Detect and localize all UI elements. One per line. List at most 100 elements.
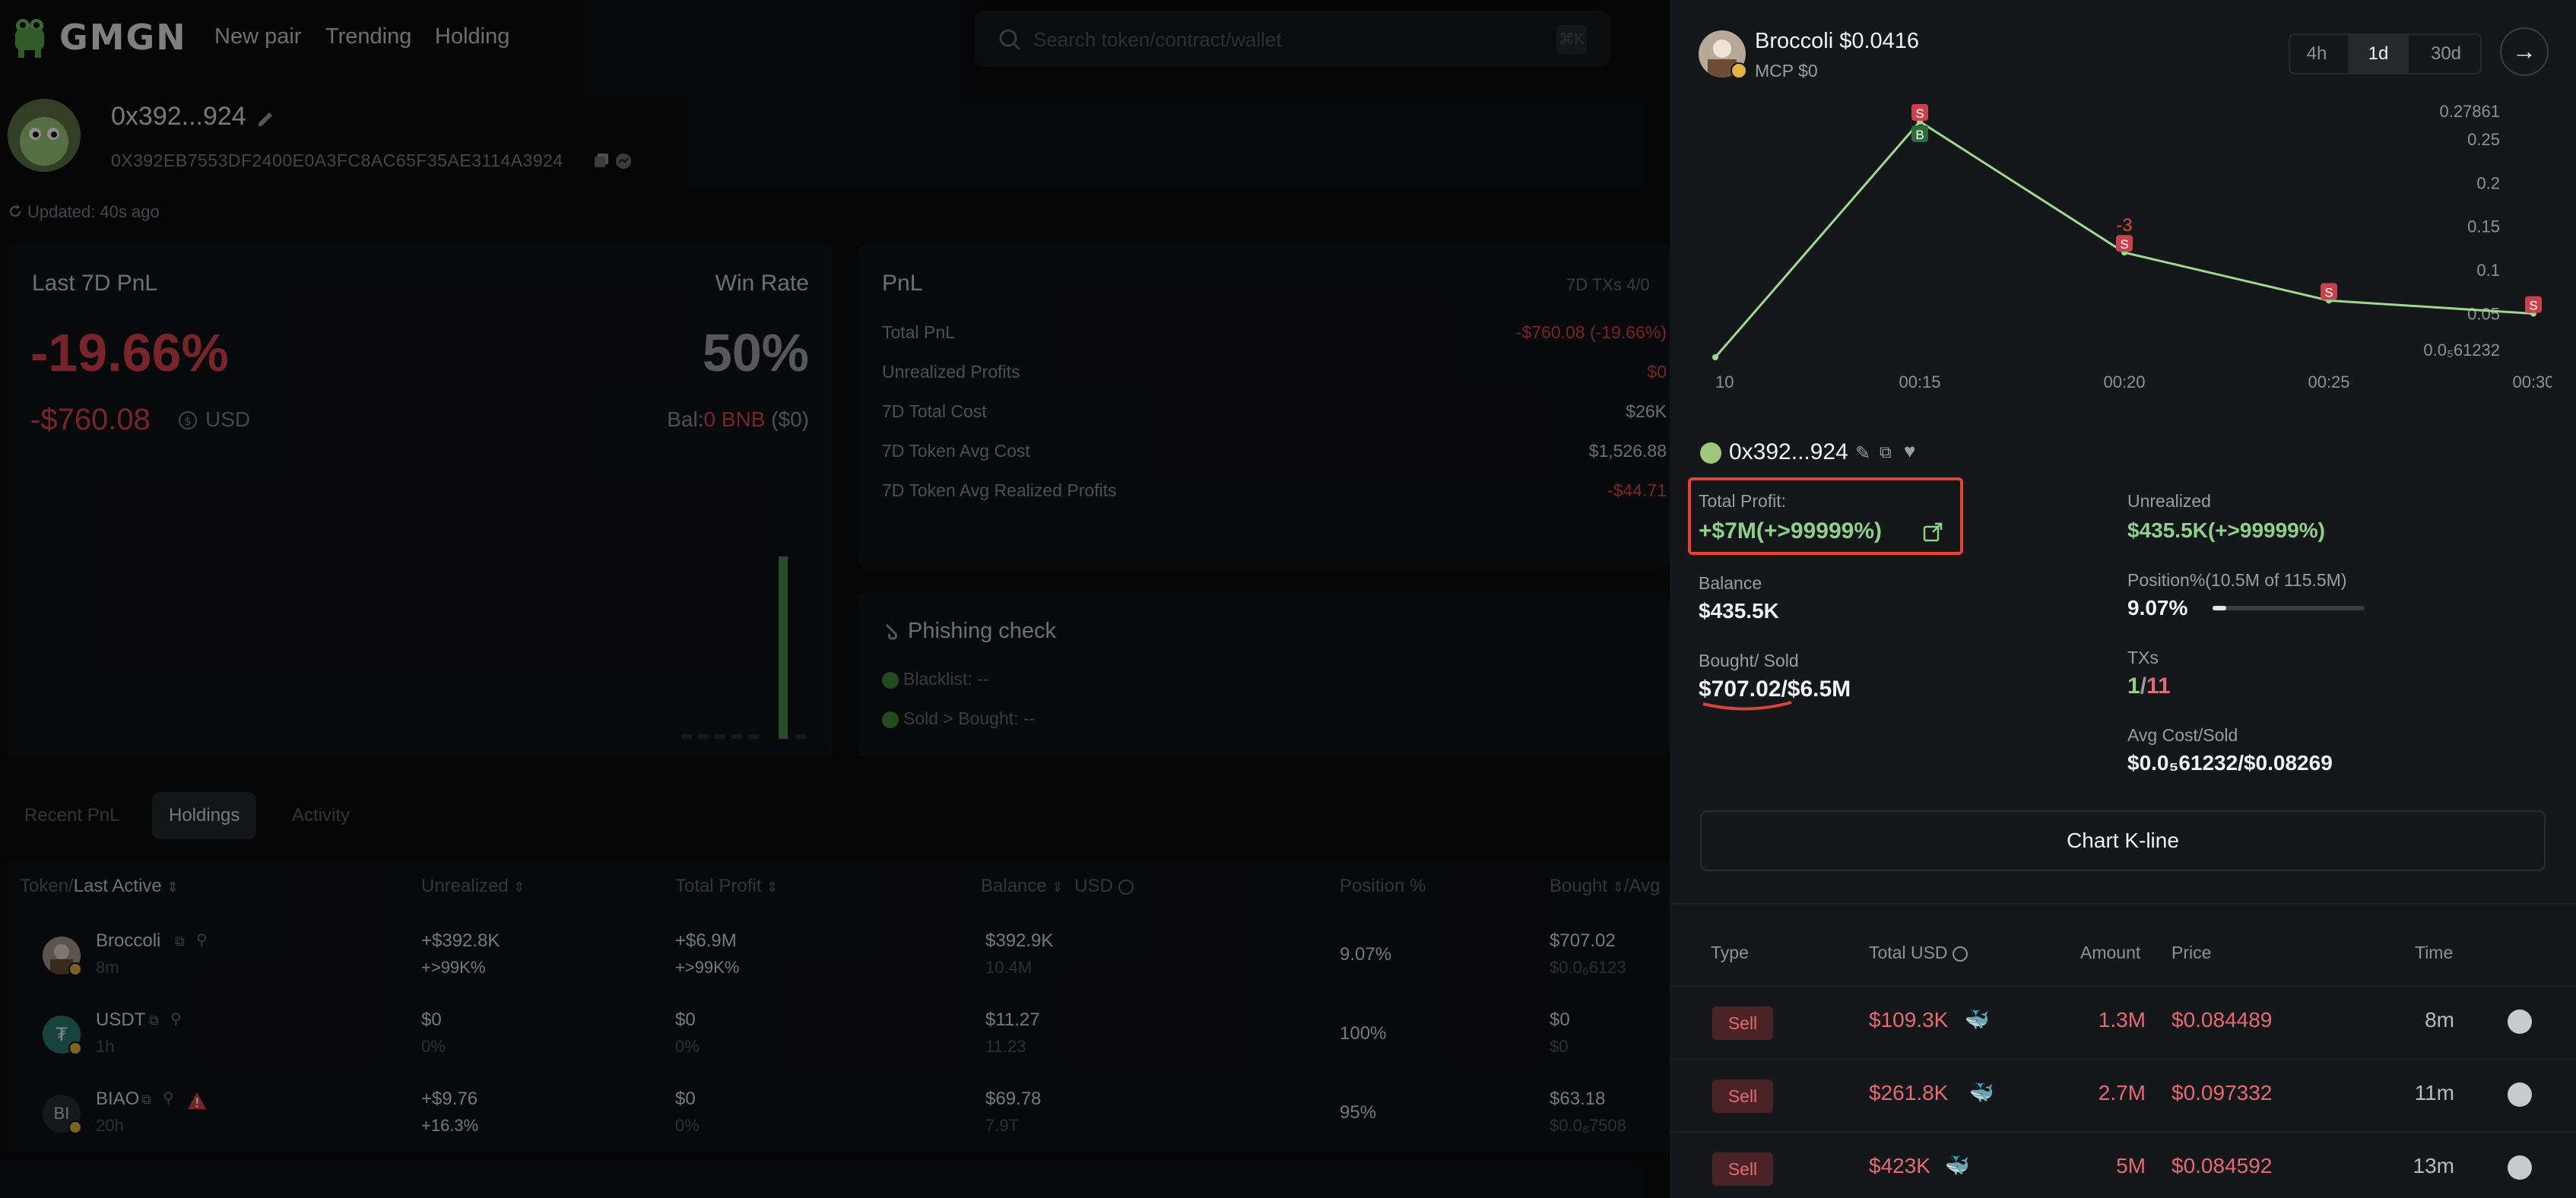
pnl-row-value: $26K xyxy=(1626,401,1667,421)
tab-activity[interactable]: Activity xyxy=(292,805,351,826)
svg-text:S: S xyxy=(2324,285,2333,300)
sell-marker[interactable]: S xyxy=(1911,103,1928,121)
mini-bar xyxy=(715,734,725,739)
y-tick-label: 0.0₅61232 xyxy=(2423,341,2500,360)
edit-icon[interactable] xyxy=(255,108,275,128)
holdings-table xyxy=(8,860,1670,1151)
copy-icon[interactable]: ⧉ xyxy=(149,1013,159,1028)
col-last-active-label[interactable]: Last Active xyxy=(73,876,162,896)
currency-icon[interactable] xyxy=(1952,946,1968,962)
timeframe-1d[interactable]: 1d xyxy=(2348,33,2409,74)
pnl-row-value: -$760.08 (-19.66%) xyxy=(1515,322,1667,342)
col-balance-label: Balance xyxy=(981,876,1047,896)
sold-bought-check: Sold > Bought: -- xyxy=(882,708,1035,729)
search-icon[interactable]: ⚲ xyxy=(163,1090,174,1107)
token-name[interactable]: Broccoli xyxy=(96,930,161,951)
position-label: Position%(10.5M of 115.5M) xyxy=(2127,570,2347,590)
col-position[interactable]: Position % xyxy=(1340,876,1426,896)
heart-icon[interactable]: ♥ xyxy=(1904,439,1916,462)
search-icon[interactable]: ⚲ xyxy=(170,1011,182,1028)
tx-price: $0.084592 xyxy=(2172,1154,2273,1177)
currency-icon[interactable] xyxy=(1118,879,1134,895)
explorer-icon[interactable] xyxy=(614,152,633,170)
unrealized-pct: +>99K% xyxy=(421,958,486,977)
total-profit-label: Total Profit: xyxy=(1699,491,1787,511)
copy-icon[interactable]: ⧉ xyxy=(1880,442,1892,461)
token-detail-panel xyxy=(1670,0,2576,1198)
sell-marker[interactable]: S xyxy=(2321,283,2337,300)
svg-text:B: B xyxy=(1915,128,1924,142)
table-row[interactable]: ₮ USDT ⧉ ⚲ 1h $0 0% $0 0% $11.27 11.23 1… xyxy=(8,999,1670,1072)
timeframe-30d[interactable]: 30d xyxy=(2430,43,2462,64)
summary-card xyxy=(8,245,833,757)
tx-row[interactable]: Sell $109.3K 🐳 1.3M $0.084489 8m xyxy=(1670,987,2576,1058)
unrealized-pct: 0% xyxy=(421,1037,446,1056)
pnl-row-avg-cost: 7D Token Avg Cost $1,526.88 xyxy=(882,441,1667,461)
frog-logo-icon[interactable] xyxy=(8,14,50,59)
token-price-chart[interactable]: 0.27861 0.25 0.2 0.15 0.1 0.05 0.0₅61232 10 00:1… xyxy=(1700,91,2552,395)
share-icon[interactable] xyxy=(1922,521,1943,543)
modal-backdrop[interactable] xyxy=(0,0,1670,1198)
pnl-row-label: 7D Total Cost xyxy=(882,401,987,421)
position-bar-fill xyxy=(2213,606,2226,610)
sell-marker[interactable]: S xyxy=(2116,235,2133,252)
search-bar[interactable]: Search token/contract/wallet ⌘K xyxy=(975,11,1610,67)
sell-marker[interactable]: S xyxy=(2525,296,2542,313)
unrealized-pct: +16.3% xyxy=(421,1116,479,1135)
y-tick-label: 0.05 xyxy=(2467,305,2500,324)
win-rate-value: 50% xyxy=(702,323,809,382)
close-panel-arrow-icon[interactable]: → xyxy=(2500,27,2549,76)
currency-label[interactable]: USD xyxy=(205,407,251,431)
col-token[interactable]: Token/Last Active ⇕ xyxy=(20,876,179,897)
tx-col-amount: Amount xyxy=(2080,943,2141,962)
copy-icon[interactable]: ⧉ xyxy=(175,933,185,949)
unrealized-value: +$9.76 xyxy=(421,1089,478,1109)
phishing-card xyxy=(858,593,1670,757)
blacklist-value: -- xyxy=(977,669,989,689)
col-balance[interactable]: Balance ⇕ USD xyxy=(981,876,1134,897)
chain-icon xyxy=(68,962,82,976)
col-bought[interactable]: Bought ⇕/Avg xyxy=(1550,876,1660,897)
bought-value: $707.02 xyxy=(1699,677,1781,702)
pnl-row-label: Unrealized Profits xyxy=(882,362,1020,382)
x-tick-label: 00:20 xyxy=(2103,372,2145,391)
updated-status: Updated: 40s ago xyxy=(27,202,160,221)
table-row[interactable]: Broccoli ⧉ ⚲ 8m +$392.8K +>99K% +$6.9M +… xyxy=(8,920,1670,993)
token-name[interactable]: USDT xyxy=(96,1009,146,1030)
tx-detail-icon[interactable] xyxy=(2508,1009,2532,1034)
copy-icon[interactable] xyxy=(593,152,610,169)
tab-recent-pnl[interactable]: Recent PnL xyxy=(24,805,120,826)
buy-marker[interactable]: B xyxy=(1911,125,1928,142)
warning-icon[interactable] xyxy=(187,1092,207,1110)
sort-icon[interactable]: ⇕ xyxy=(766,879,779,895)
token-name[interactable]: BIAO xyxy=(96,1089,140,1109)
brand-name[interactable]: GMGN xyxy=(59,17,187,58)
sort-icon[interactable]: ⇕ xyxy=(513,879,525,895)
tx-row[interactable]: Sell $261.8K 🐳 2.7M $0.097332 11m xyxy=(1670,1060,2576,1131)
table-row[interactable]: BI BIAO ⧉ ⚲ 20h +$9.76 +16.3% $0 0% $69.… xyxy=(8,1078,1670,1151)
nav-trending[interactable]: Trending xyxy=(325,24,412,49)
search-input[interactable]: Search token/contract/wallet xyxy=(1033,28,1282,51)
refresh-icon[interactable] xyxy=(8,204,23,219)
tx-row[interactable]: Sell $423K 🐳 5M $0.084592 13m xyxy=(1670,1133,2576,1198)
timeframe-4h[interactable]: 4h xyxy=(2306,43,2327,64)
avg-value: $0.0₈7508 xyxy=(1550,1116,1626,1135)
nav-new-pair[interactable]: New pair xyxy=(214,24,302,49)
sort-icon[interactable]: ⇕ xyxy=(167,879,179,895)
search-icon[interactable]: ⚲ xyxy=(196,932,208,949)
tx-detail-icon[interactable] xyxy=(2508,1082,2532,1107)
tab-holdings[interactable]: Holdings xyxy=(152,792,257,839)
sold-bought-label: Sold > Bought: xyxy=(903,708,1019,728)
nav-holding[interactable]: Holding xyxy=(435,24,510,49)
copy-icon[interactable]: ⧉ xyxy=(141,1092,151,1107)
chart-kline-button[interactable]: Chart K-line xyxy=(1700,810,2546,871)
edit-icon[interactable]: ✎ xyxy=(1855,443,1871,464)
col-unrealized[interactable]: Unrealized ⇕ xyxy=(421,876,525,897)
col-usd-label[interactable]: USD xyxy=(1074,876,1113,896)
tx-col-total[interactable]: Total USD xyxy=(1869,943,1968,963)
sort-icon[interactable]: ⇕ xyxy=(1052,879,1064,895)
tx-detail-icon[interactable] xyxy=(2508,1155,2532,1180)
wallet-avatar xyxy=(8,99,81,172)
col-total-profit[interactable]: Total Profit ⇕ xyxy=(675,876,778,897)
sort-icon[interactable]: ⇕ xyxy=(1612,879,1624,895)
